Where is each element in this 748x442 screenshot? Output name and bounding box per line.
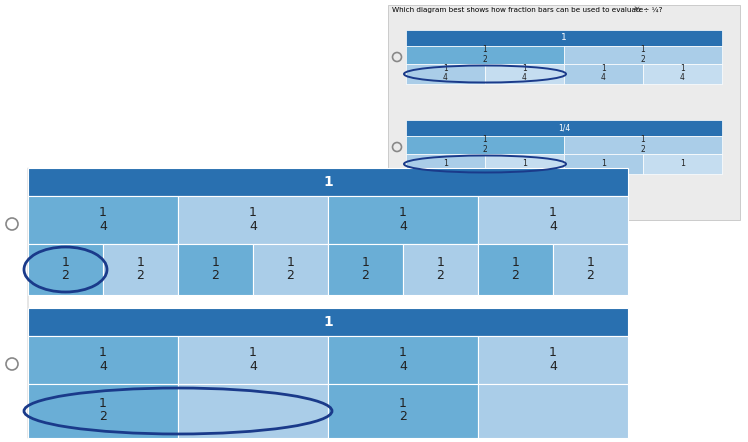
Bar bbox=[328, 384, 478, 438]
Bar bbox=[406, 136, 564, 154]
Text: 1: 1 bbox=[680, 64, 685, 73]
FancyBboxPatch shape bbox=[388, 5, 740, 220]
Bar bbox=[553, 244, 628, 295]
Bar bbox=[564, 46, 722, 64]
Text: 4: 4 bbox=[601, 73, 606, 83]
Text: 1: 1 bbox=[249, 206, 257, 219]
Text: 1: 1 bbox=[482, 135, 488, 144]
Bar bbox=[564, 64, 643, 84]
Text: 1: 1 bbox=[212, 255, 219, 268]
Text: 4: 4 bbox=[99, 220, 107, 232]
Bar bbox=[178, 244, 253, 295]
Text: 1/4: 1/4 bbox=[558, 123, 570, 133]
Text: 1: 1 bbox=[522, 160, 527, 168]
Text: 1: 1 bbox=[399, 397, 407, 410]
Text: 1: 1 bbox=[399, 346, 407, 359]
Bar bbox=[564, 136, 722, 154]
Bar bbox=[478, 244, 553, 295]
Bar bbox=[406, 154, 485, 174]
Text: 2: 2 bbox=[640, 54, 646, 64]
Text: 1: 1 bbox=[549, 346, 557, 359]
Text: 1: 1 bbox=[522, 64, 527, 73]
Text: 2: 2 bbox=[640, 145, 646, 153]
Bar bbox=[406, 46, 564, 64]
Bar bbox=[28, 196, 178, 244]
Bar bbox=[478, 196, 628, 244]
Bar bbox=[643, 64, 722, 84]
Text: 2: 2 bbox=[437, 269, 444, 282]
Text: Which diagram best shows how fraction bars can be used to evaluate: Which diagram best shows how fraction ba… bbox=[392, 7, 643, 13]
Text: 4: 4 bbox=[522, 73, 527, 83]
Bar bbox=[485, 64, 564, 84]
Text: 4: 4 bbox=[399, 359, 407, 373]
Text: 4: 4 bbox=[399, 220, 407, 232]
Text: 1: 1 bbox=[512, 255, 519, 268]
Text: 4: 4 bbox=[99, 359, 107, 373]
Bar bbox=[28, 308, 628, 336]
Text: 1: 1 bbox=[601, 64, 606, 73]
Text: 1: 1 bbox=[99, 397, 107, 410]
Text: 1: 1 bbox=[361, 255, 370, 268]
Text: 1: 1 bbox=[286, 255, 295, 268]
Bar bbox=[178, 336, 328, 384]
Text: 1: 1 bbox=[561, 34, 567, 42]
Bar bbox=[28, 384, 178, 438]
Bar bbox=[643, 154, 722, 174]
Text: 1: 1 bbox=[640, 135, 646, 144]
Text: ½ ÷ ¼?: ½ ÷ ¼? bbox=[634, 7, 663, 13]
Text: 1: 1 bbox=[443, 160, 448, 168]
Text: 1: 1 bbox=[640, 45, 646, 54]
Bar bbox=[253, 244, 328, 295]
Text: 4: 4 bbox=[249, 220, 257, 232]
Text: 1: 1 bbox=[323, 175, 333, 189]
Text: 1: 1 bbox=[437, 255, 444, 268]
Text: 4: 4 bbox=[249, 359, 257, 373]
Text: 2: 2 bbox=[512, 269, 519, 282]
Text: 2: 2 bbox=[361, 269, 370, 282]
Text: 1: 1 bbox=[99, 206, 107, 219]
Text: 2: 2 bbox=[99, 411, 107, 423]
Text: 2: 2 bbox=[399, 411, 407, 423]
Text: 2: 2 bbox=[137, 269, 144, 282]
Text: 4: 4 bbox=[680, 73, 685, 83]
Text: 2: 2 bbox=[286, 269, 295, 282]
Bar bbox=[103, 244, 178, 295]
Text: 4: 4 bbox=[549, 220, 557, 232]
Text: 1: 1 bbox=[586, 255, 595, 268]
Bar bbox=[328, 336, 478, 384]
Text: 1: 1 bbox=[249, 346, 257, 359]
Text: 1: 1 bbox=[323, 315, 333, 329]
Bar bbox=[28, 244, 103, 295]
Bar bbox=[478, 336, 628, 384]
Text: 2: 2 bbox=[61, 269, 70, 282]
Bar bbox=[403, 244, 478, 295]
Text: 1: 1 bbox=[601, 160, 606, 168]
Bar bbox=[178, 196, 328, 244]
Bar bbox=[328, 196, 478, 244]
Bar bbox=[28, 336, 178, 384]
Bar bbox=[178, 384, 328, 438]
Text: 1: 1 bbox=[399, 206, 407, 219]
Text: 2: 2 bbox=[482, 145, 488, 153]
Bar bbox=[406, 30, 722, 46]
Text: 1: 1 bbox=[99, 346, 107, 359]
Text: 1: 1 bbox=[482, 45, 488, 54]
Bar bbox=[485, 154, 564, 174]
Text: 1: 1 bbox=[137, 255, 144, 268]
Bar bbox=[478, 384, 628, 438]
Text: 4: 4 bbox=[549, 359, 557, 373]
Bar bbox=[28, 168, 628, 196]
Text: 1: 1 bbox=[61, 255, 70, 268]
Bar bbox=[406, 64, 485, 84]
Text: 2: 2 bbox=[586, 269, 595, 282]
Text: 1: 1 bbox=[443, 64, 448, 73]
Text: 2: 2 bbox=[482, 54, 488, 64]
Bar bbox=[564, 154, 643, 174]
Text: 4: 4 bbox=[443, 73, 448, 83]
Bar bbox=[328, 244, 403, 295]
Text: 1: 1 bbox=[549, 206, 557, 219]
Text: 1: 1 bbox=[680, 160, 685, 168]
Bar bbox=[406, 120, 722, 136]
Text: 2: 2 bbox=[212, 269, 219, 282]
